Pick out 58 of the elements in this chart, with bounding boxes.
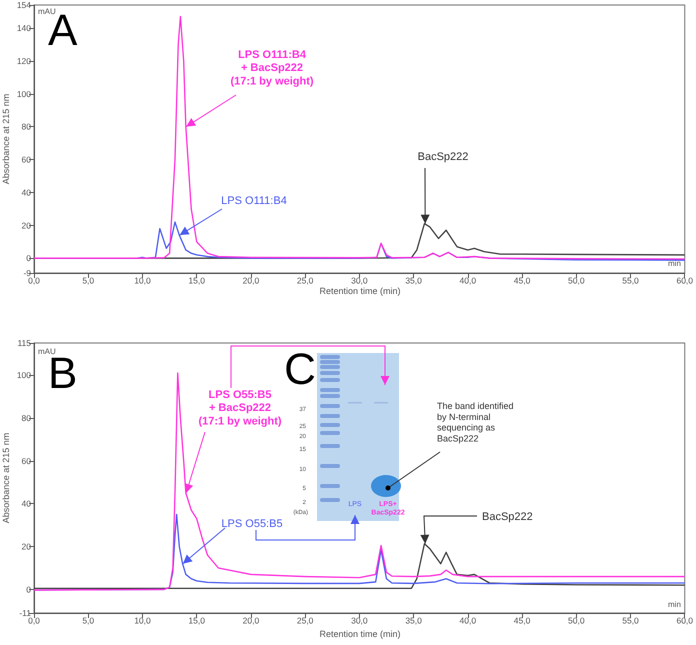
x-tick-label: 5,0	[82, 276, 94, 286]
x-tick-label: 25,0	[296, 276, 314, 286]
y-tick-label: 115	[17, 338, 32, 348]
y-tick-label: 20	[22, 220, 32, 230]
y-tick-label: 120	[16, 56, 32, 66]
x-tick-label: 30,0	[351, 276, 368, 286]
line-series	[33, 16, 686, 260]
x-tick-label: 55,0	[622, 616, 640, 626]
annotation: min	[668, 600, 681, 609]
x-tick-label: 5,0	[82, 616, 94, 626]
y-tick-label: 20	[22, 542, 32, 552]
y-axis-title: Absorbance at 215 nm	[1, 432, 11, 524]
x-tick-label: 10,0	[134, 616, 151, 626]
x-tick-label: 0,0	[28, 276, 40, 286]
annotation: The band identified by N-terminal sequencing as BacSp222	[437, 401, 514, 444]
y-tick-label: 40	[22, 498, 32, 509]
x-tick-label: 10,0	[134, 276, 151, 286]
x-tick-label: 20,0	[242, 616, 260, 626]
x-tick-label: 45,0	[514, 276, 531, 286]
x-tick-label: 50,0	[568, 276, 585, 286]
annotation: BacSp222	[482, 511, 533, 523]
annotation: LPS O111:B4	[221, 195, 287, 207]
x-axis-title: Retention time (min)	[319, 286, 401, 296]
annotation: LPS O55:B5 + BacSp222 (17:1 by weight)	[198, 389, 282, 428]
annotation: mAU	[38, 7, 56, 16]
x-tick-label: 25,0	[296, 616, 314, 626]
x-tick-label: 50,0	[568, 616, 585, 626]
x-tick-label: 35,0	[405, 276, 422, 286]
x-tick-label: 55,0	[622, 276, 640, 286]
x-tick-label: 35,0	[405, 616, 422, 626]
x-tick-label: 40,0	[460, 616, 476, 626]
x-tick-label: 60,0	[676, 616, 694, 626]
x-tick-label: 15,0	[188, 616, 206, 626]
annotation: LPS O111:B4 + BacSp222 (17:1 by weight)	[230, 49, 314, 88]
x-tick-label: 45,0	[514, 616, 531, 626]
x-tick-label: 15,0	[188, 276, 206, 286]
x-tick-label: 0,0	[28, 616, 40, 626]
annotation: C	[284, 345, 316, 394]
annotation: BacSp222	[418, 151, 468, 163]
y-tick-label: 80	[22, 413, 32, 423]
annotation: min	[668, 259, 681, 268]
x-tick-label: 20,0	[242, 276, 260, 286]
x-tick-label: 60,0	[676, 276, 694, 286]
y-tick-label: 60	[22, 456, 32, 466]
y-tick-label: 40	[22, 187, 32, 198]
y-tick-label: 60	[22, 154, 32, 165]
y-axis-title: Absorbance at 215 nm	[1, 94, 11, 184]
annotation: LPS O55:B5	[221, 518, 283, 530]
annotation: mAU	[38, 347, 56, 356]
x-tick-label: 30,0	[351, 616, 368, 626]
y-tick-label: -11	[19, 608, 32, 618]
y-tick-label: 140	[16, 23, 32, 34]
x-tick-label: 40,0	[460, 276, 476, 286]
y-tick-label: 100	[16, 370, 32, 380]
y-tick-label: 154	[16, 0, 32, 10]
y-tick-label: 80	[22, 122, 32, 132]
x-axis-title: Retention time (min)	[319, 629, 401, 639]
y-tick-label: 100	[16, 88, 32, 99]
